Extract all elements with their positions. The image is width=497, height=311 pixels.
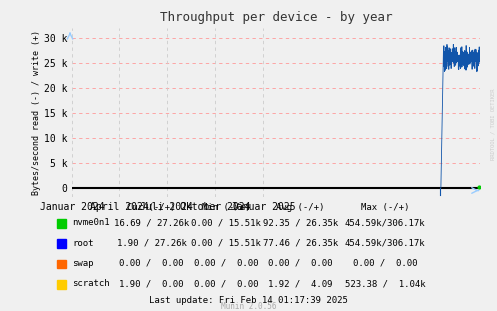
Text: 1.92 /  4.09: 1.92 / 4.09 bbox=[268, 279, 333, 288]
Text: 523.38 /  1.04k: 523.38 / 1.04k bbox=[345, 279, 425, 288]
Title: Throughput per device - by year: Throughput per device - by year bbox=[160, 11, 392, 24]
Text: 0.00 /  0.00: 0.00 / 0.00 bbox=[353, 259, 417, 268]
Text: 0.00 / 15.51k: 0.00 / 15.51k bbox=[191, 239, 261, 248]
Text: 0.00 /  0.00: 0.00 / 0.00 bbox=[194, 259, 258, 268]
Text: swap: swap bbox=[72, 259, 93, 268]
Text: 0.00 / 15.51k: 0.00 / 15.51k bbox=[191, 218, 261, 227]
Text: 454.59k/306.17k: 454.59k/306.17k bbox=[345, 218, 425, 227]
Text: root: root bbox=[72, 239, 93, 248]
Text: 77.46 / 26.35k: 77.46 / 26.35k bbox=[263, 239, 338, 248]
Text: 0.00 /  0.00: 0.00 / 0.00 bbox=[194, 279, 258, 288]
Text: 0.00 /  0.00: 0.00 / 0.00 bbox=[268, 259, 333, 268]
Text: 1.90 / 27.26k: 1.90 / 27.26k bbox=[117, 239, 186, 248]
Text: Min (-/+): Min (-/+) bbox=[202, 203, 250, 212]
Text: 0.00 /  0.00: 0.00 / 0.00 bbox=[119, 259, 184, 268]
Text: RRDTOOL / TOBI OETIKER: RRDTOOL / TOBI OETIKER bbox=[491, 89, 496, 160]
Text: 454.59k/306.17k: 454.59k/306.17k bbox=[345, 239, 425, 248]
Text: scratch: scratch bbox=[72, 279, 110, 288]
Text: Cur (-/+): Cur (-/+) bbox=[127, 203, 176, 212]
Text: Last update: Fri Feb 14 01:17:39 2025: Last update: Fri Feb 14 01:17:39 2025 bbox=[149, 295, 348, 304]
Text: nvme0n1: nvme0n1 bbox=[72, 218, 110, 227]
Text: Max (-/+): Max (-/+) bbox=[361, 203, 410, 212]
Text: Munin 2.0.56: Munin 2.0.56 bbox=[221, 301, 276, 310]
Text: 92.35 / 26.35k: 92.35 / 26.35k bbox=[263, 218, 338, 227]
Y-axis label: Bytes/second read (-) / write (+): Bytes/second read (-) / write (+) bbox=[32, 30, 41, 195]
Text: Avg (-/+): Avg (-/+) bbox=[276, 203, 325, 212]
Text: 16.69 / 27.26k: 16.69 / 27.26k bbox=[114, 218, 189, 227]
Text: 1.90 /  0.00: 1.90 / 0.00 bbox=[119, 279, 184, 288]
